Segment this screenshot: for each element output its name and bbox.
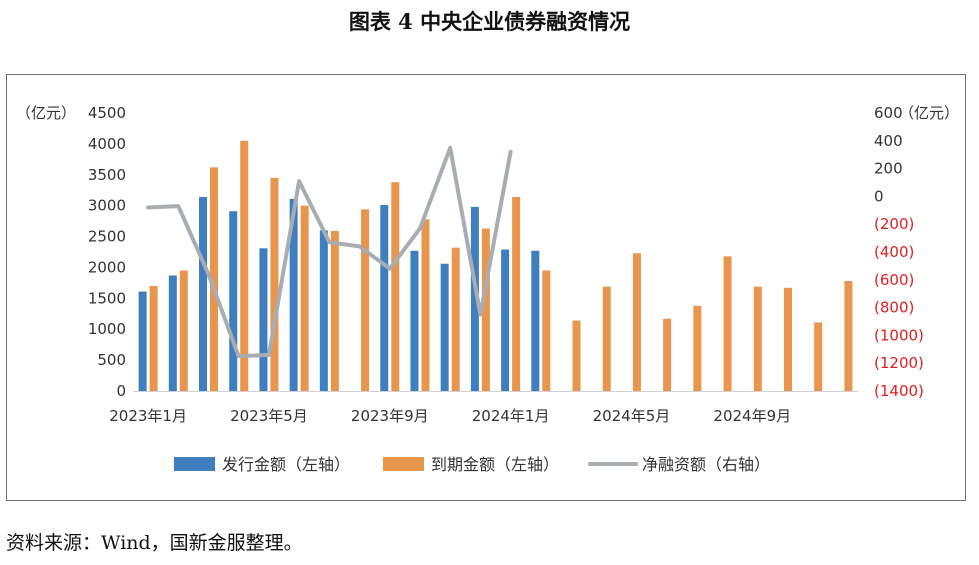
maturity-bar [481,228,490,391]
issue-bar [199,197,208,391]
maturity-bar [149,285,158,391]
issue-bar [229,211,238,391]
right-axis-tick: 200 [874,160,903,178]
x-axis-tick: 2023年5月 [230,407,308,425]
x-axis-tick: 2023年9月 [351,407,429,425]
issue-bar [531,250,540,391]
x-axis-tick: 2024年1月 [472,407,550,425]
maturity-bar [844,281,853,391]
issue-bar [470,206,479,391]
maturity-bar [210,167,219,391]
maturity-bar [693,305,702,391]
source-note: 资料来源：Wind，国新金服整理。 [6,532,303,554]
left-axis-tick: 0 [116,382,126,400]
right-axis-tick: (1200) [874,354,924,372]
right-axis-tick: 600 [874,104,903,122]
maturity-bar [300,205,309,391]
maturity-bar [783,287,792,391]
left-axis-tick: 3500 [88,166,126,184]
net-financing-line [146,145,513,359]
legend-label-issue: 发行金额（左轴） [222,455,350,474]
right-axis-tick: (1400) [874,382,924,400]
maturity-bar [179,270,188,391]
maturity-bar [391,182,400,391]
maturity-bar [240,140,249,391]
maturity-bar [361,209,370,391]
right-axis-tick: (800) [874,299,914,317]
left-axis-tick: 4500 [88,104,126,122]
maturity-bar [270,177,279,391]
issue-bar [138,291,147,391]
maturity-bar [814,322,823,391]
left-axis-tick: 4000 [88,135,126,153]
legend-swatch-maturity [383,457,424,471]
right-axis-tick: (1000) [874,326,924,344]
right-axis-tick: 400 [874,132,903,150]
left-axis-tick: 500 [97,351,126,369]
issue-bar [168,275,177,391]
right-axis-tick: (200) [874,215,914,233]
legend-swatch-issue [174,457,215,471]
left-axis-tick: 2000 [88,258,126,276]
left-axis-tick: 2500 [88,228,126,246]
issue-bar [410,250,419,391]
maturity-bar [602,286,611,391]
maturity-bar [663,318,672,391]
maturity-bar [542,270,551,391]
left-axis-tick: 1500 [88,289,126,307]
left-axis-unit-label: （亿元） [16,104,76,122]
issue-bar [289,198,298,391]
x-axis-tick: 2023年1月 [109,407,187,425]
right-axis-tick: 0 [874,187,884,205]
right-axis-unit-label: （亿元） [899,104,959,122]
maturity-bar [512,197,521,391]
right-axis-tick: (400) [874,243,914,261]
legend-label-net: 净融资额（右轴） [642,455,770,474]
maturity-bar [330,230,339,391]
maturity-bar [753,286,762,391]
issue-bar [501,249,510,391]
maturity-bar [632,253,641,391]
maturity-bar [723,256,732,391]
x-axis-tick: 2024年5月 [593,407,671,425]
maturity-bar [421,219,430,391]
issue-bar [440,263,449,391]
left-axis-tick: 3000 [88,197,126,215]
right-axis-tick: (600) [874,271,914,289]
legend-label-maturity: 到期金额（左轴） [431,455,559,474]
left-axis-tick: 1000 [88,320,126,338]
maturity-bar [451,247,460,391]
chart-frame [6,74,966,501]
issue-bar [380,205,389,391]
issue-bar [259,248,268,391]
x-axis-tick: 2024年9月 [713,407,791,425]
maturity-bar [572,320,581,391]
issue-bar [319,230,328,391]
chart-title: 图表 4 中央企业债券融资情况 [348,9,631,34]
